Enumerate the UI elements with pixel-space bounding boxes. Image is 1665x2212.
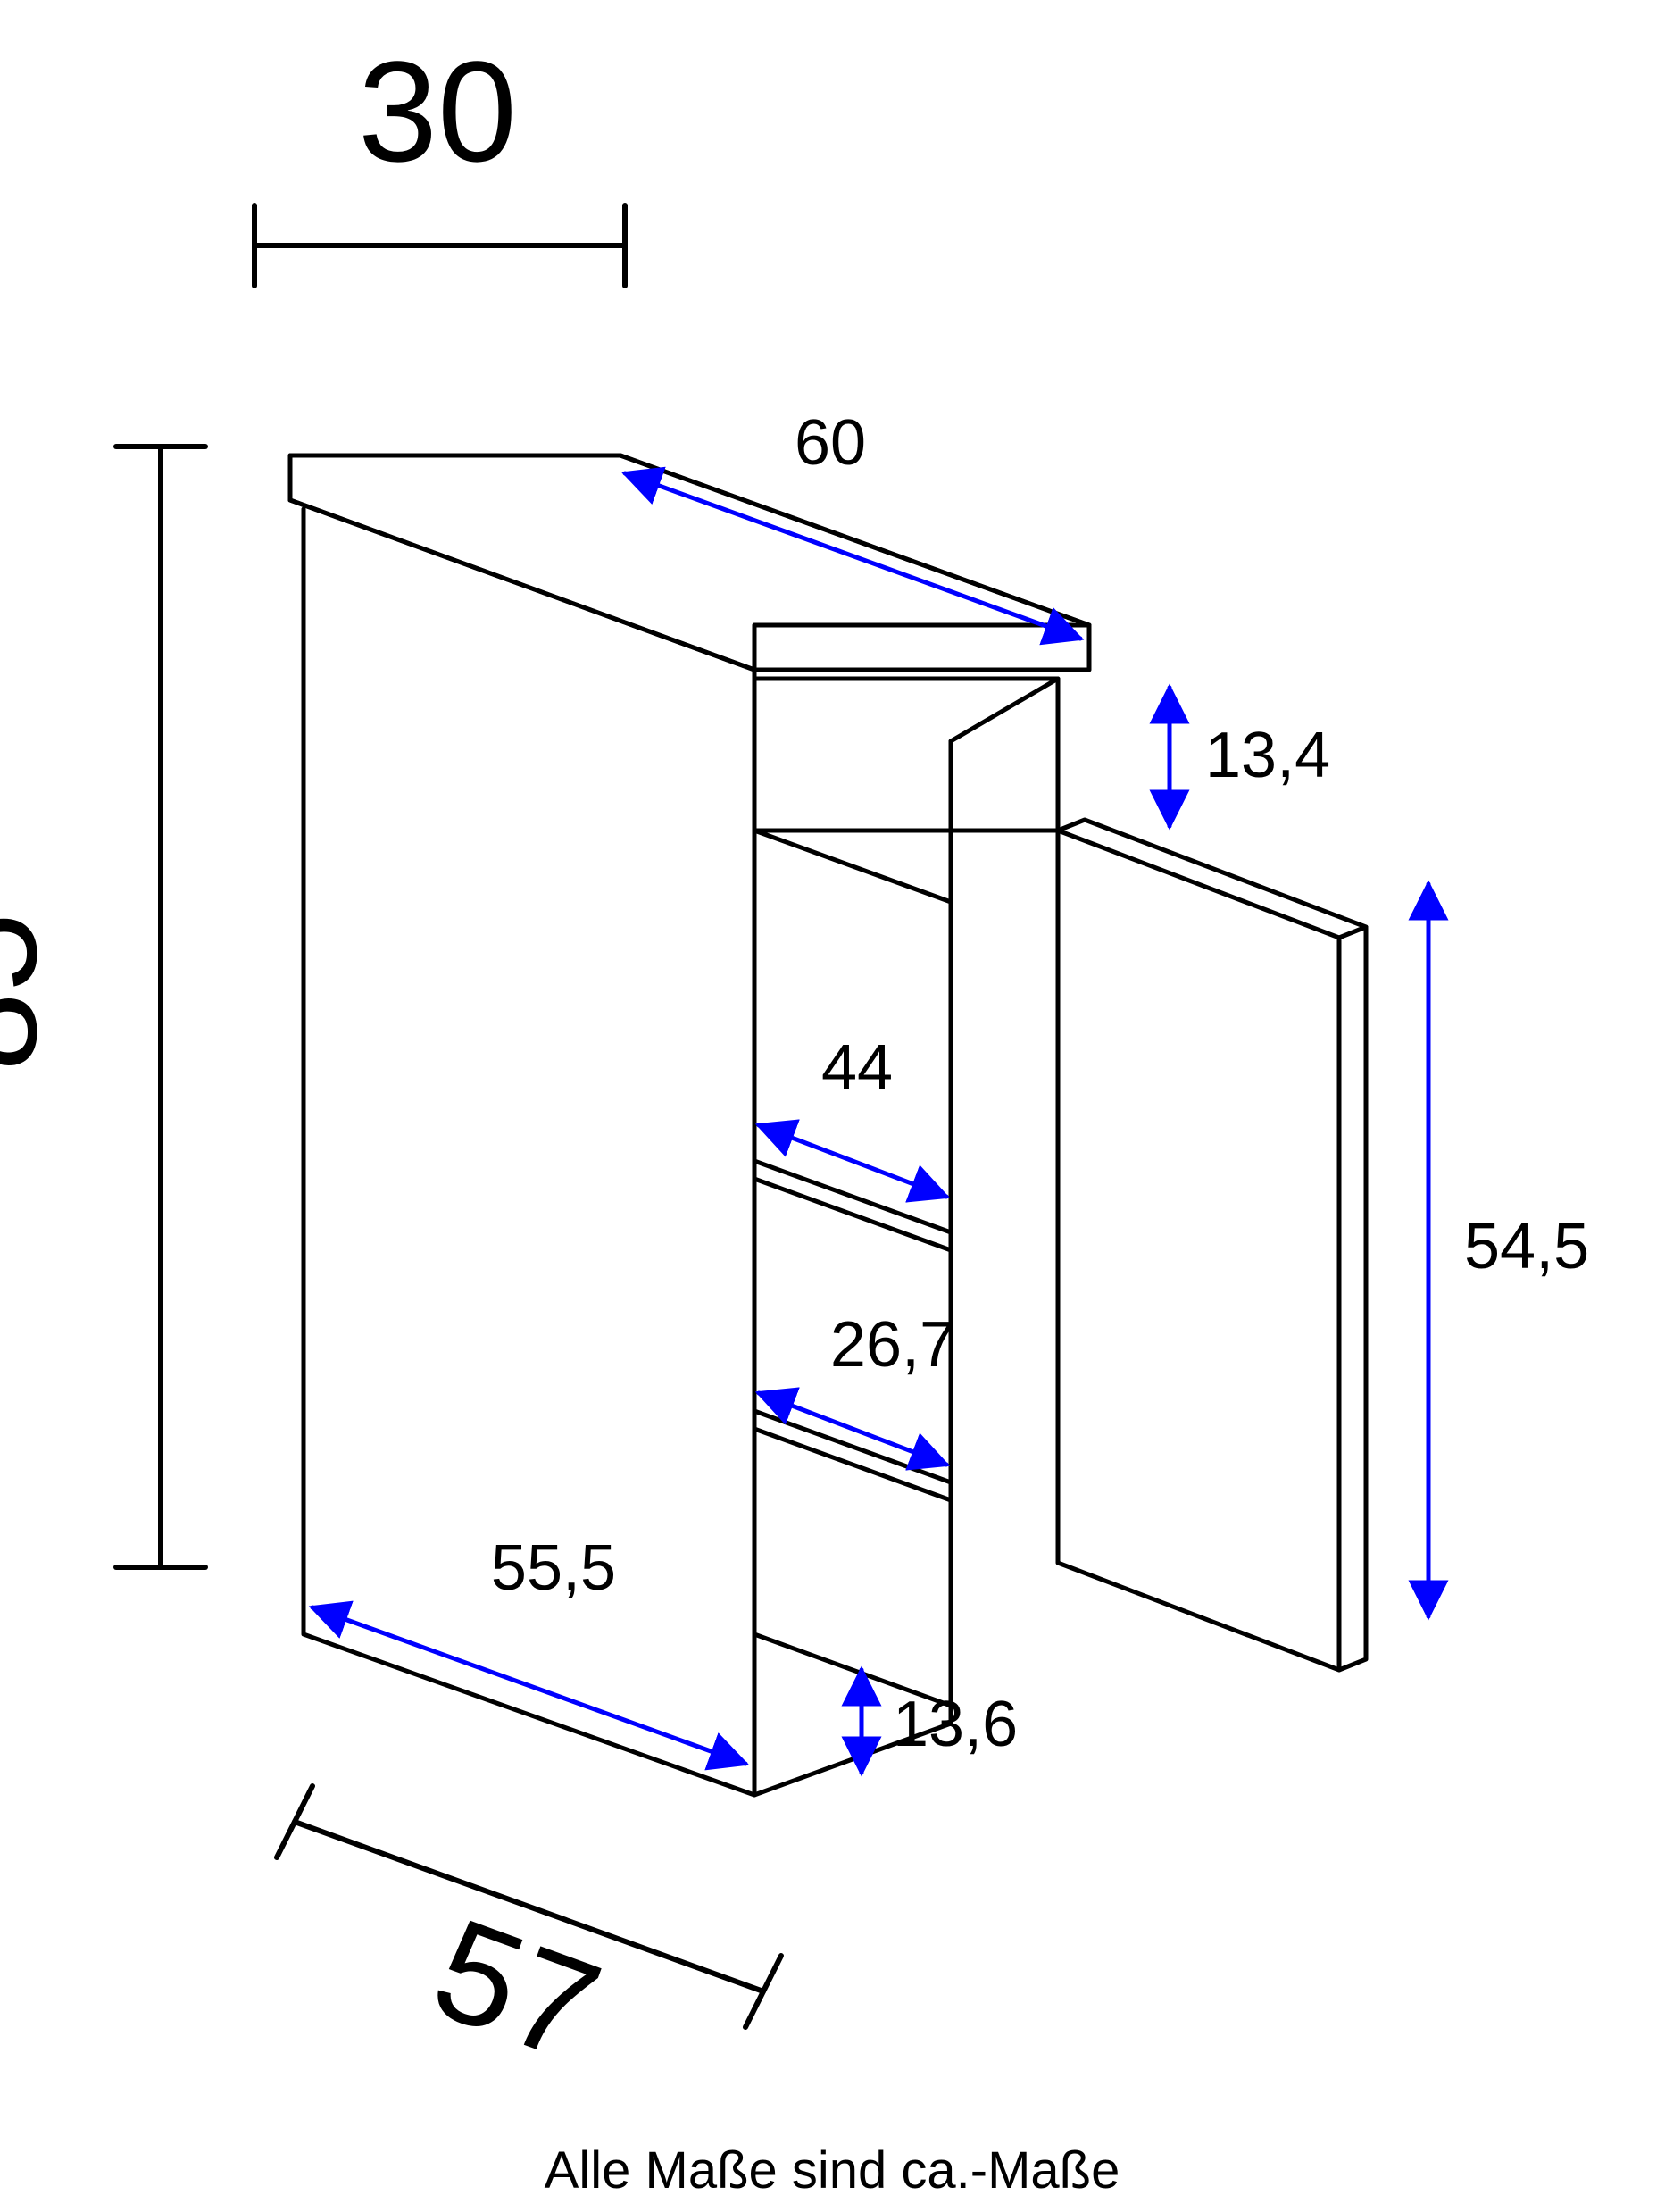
caption: Alle Maße sind ca.-Maße [545,2141,1120,2199]
dim-depth-bottom: 57 [415,1887,619,2091]
outer-dimensions: 30 85 57 [0,31,781,2091]
dim-shelf-width: 26,7 [830,1309,955,1381]
dim-top-depth: 60 [795,407,866,479]
dim-plinth-height: 13,6 [893,1689,1018,1760]
cabinet-outline [290,455,1366,1795]
dim-shelf-depth: 44 [821,1032,893,1104]
dim-drawer-height: 13,4 [1205,720,1330,791]
dim-width-top: 30 [358,31,517,191]
dim-door-height: 54,5 [1464,1211,1589,1282]
dim-height-left: 85 [0,913,66,1072]
dim-body-depth: 55,5 [491,1532,616,1604]
